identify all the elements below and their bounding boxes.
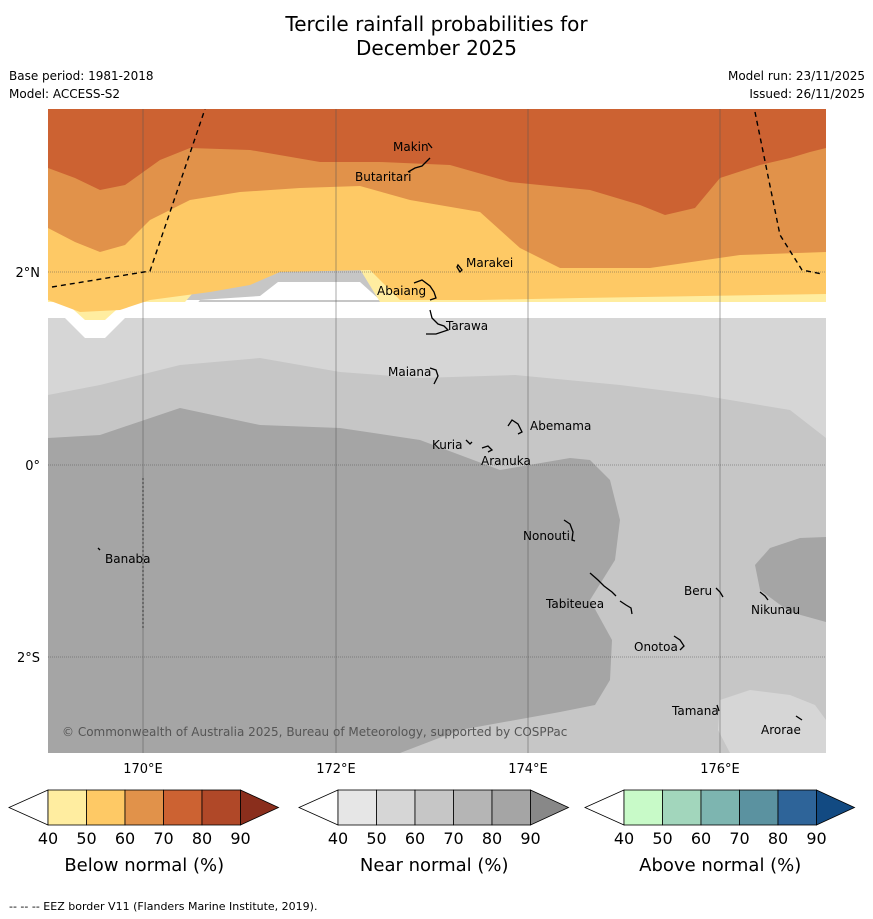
near-normal-70-field-west <box>48 408 620 753</box>
place-label-nikunau: Nikunau <box>751 603 800 617</box>
eez-footnote: -- -- -- EEZ border V11 (Flanders Marine… <box>9 900 318 913</box>
colorbar-near-over-triangle <box>530 789 570 826</box>
colorbar-above-segment <box>739 789 779 826</box>
colorbar-above-label: Above normal (%) <box>639 855 801 876</box>
colorbar-above-tick: 70 <box>729 829 749 848</box>
place-label-kuria: Kuria <box>432 438 463 452</box>
colorbar-near-segment <box>414 789 454 826</box>
colorbar-below-segment <box>201 789 241 826</box>
copyright-notice: © Commonwealth of Australia 2025, Bureau… <box>62 725 567 739</box>
colorbar-above-segment <box>623 789 663 826</box>
model-run: Model run: 23/11/2025 <box>727 69 865 83</box>
transition-band <box>48 302 826 318</box>
probability-fields: Makin Butaritari Marakei Abaiang Tarawa … <box>48 109 826 753</box>
colorbar-below-tick: 70 <box>153 829 173 848</box>
meta-left: Base period: 1981-2018 Model: ACCESS-S2 <box>9 67 154 103</box>
colorbar-below-tick: 60 <box>115 829 135 848</box>
colorbar-above-under-triangle <box>584 789 625 826</box>
colorbar-below-tick: 50 <box>76 829 96 848</box>
colorbar-near-tick: 60 <box>405 829 425 848</box>
place-label-abaiang: Abaiang <box>377 284 426 298</box>
colorbar-above-over-triangle <box>816 789 856 826</box>
colorbar-below-tick: 90 <box>230 829 250 848</box>
colorbar-near-normal: 40 50 60 70 80 90 Near normal (%) <box>298 789 570 876</box>
colorbar-above-normal: 40 50 60 70 80 90 Above normal (%) <box>584 789 856 876</box>
place-label-abemama: Abemama <box>530 419 591 433</box>
near-normal-50-patch <box>718 690 826 753</box>
colorbar-below-tick: 80 <box>192 829 212 848</box>
colorbar-below-tick: 40 <box>38 829 58 848</box>
colorbar-near-label: Near normal (%) <box>360 855 509 876</box>
colorbar-below-under-triangle <box>8 789 49 826</box>
colorbar-above-tick: 60 <box>691 829 711 848</box>
colorbar-near-under-triangle <box>298 789 339 826</box>
colorbar-above-segment <box>662 789 702 826</box>
colorbar-near-tick: 50 <box>366 829 386 848</box>
issued-date: Issued: 26/11/2025 <box>749 87 865 101</box>
place-label-aranuka: Aranuka <box>481 454 531 468</box>
place-label-tabiteuea: Tabiteuea <box>545 597 604 611</box>
place-label-tarawa: Tarawa <box>445 319 488 333</box>
colorbar-near-tick: 80 <box>482 829 502 848</box>
colorbar-below-label: Below normal (%) <box>64 855 224 876</box>
title-line-1: Tercile rainfall probabilities for <box>285 12 588 36</box>
axis-labels: 2°N 0° 2°S 170°E 172°E 174°E 176°E <box>16 266 740 777</box>
below-normal-70-field <box>48 109 826 215</box>
lat-label-0: 0° <box>25 459 40 474</box>
lon-label-174: 174°E <box>508 762 548 777</box>
gridlines <box>48 109 826 753</box>
colorbar-near-segment <box>491 789 531 826</box>
colorbar-near-tick: 90 <box>520 829 540 848</box>
colorbar-near-segment <box>453 789 493 826</box>
place-label-onotoa: Onotoa <box>634 640 678 654</box>
place-label-banaba: Banaba <box>105 552 151 566</box>
place-label-beru: Beru <box>684 584 712 598</box>
near-normal-70-field-east <box>755 537 826 622</box>
colorbar-above-tick: 90 <box>806 829 826 848</box>
place-label-makin: Makin <box>393 140 429 154</box>
model-name: Model: ACCESS-S2 <box>9 87 121 101</box>
lon-label-176: 176°E <box>700 762 740 777</box>
colorbar-near-tick: 70 <box>443 829 463 848</box>
colorbar-below-normal: 40 50 60 70 80 90 Below normal (%) <box>8 789 280 876</box>
lat-label-2s: 2°S <box>17 651 40 666</box>
lon-label-172: 172°E <box>316 762 356 777</box>
colorbar-below-segment <box>47 789 87 826</box>
colorbar-below-segment <box>86 789 126 826</box>
colorbar-below-segment <box>163 789 203 826</box>
colorbar-above-segment <box>777 789 817 826</box>
base-period: Base period: 1981-2018 <box>9 69 154 83</box>
colorbar-near-segment <box>376 789 416 826</box>
colorbar-below-segment <box>124 789 164 826</box>
colorbar-below-over-triangle <box>240 789 280 826</box>
place-label-nonouti: Nonouti <box>523 529 570 543</box>
colorbar-above-segment <box>700 789 740 826</box>
place-labels: Makin Butaritari Marakei Abaiang Tarawa … <box>105 140 801 737</box>
place-label-maiana: Maiana <box>388 365 431 379</box>
colorbar-above-tick: 50 <box>652 829 672 848</box>
place-label-butaritari: Butaritari <box>355 170 412 184</box>
place-label-arorae: Arorae <box>761 723 801 737</box>
lat-label-2n: 2°N <box>16 266 41 281</box>
island-outlines <box>97 142 803 721</box>
title-line-2: December 2025 <box>356 36 517 60</box>
map-title: Tercile rainfall probabilities for Decem… <box>0 12 873 60</box>
near-normal-50-field <box>48 318 826 438</box>
lon-label-170: 170°E <box>123 762 163 777</box>
meta-right: Model run: 23/11/2025 Issued: 26/11/2025 <box>728 67 865 103</box>
colorbar-near-tick: 40 <box>328 829 348 848</box>
colorbar-near-segment <box>337 789 377 826</box>
place-label-tamana: Tamana <box>671 704 719 718</box>
transition-bump <box>48 282 380 338</box>
colorbar-above-tick: 40 <box>614 829 634 848</box>
eez-borders <box>51 109 823 630</box>
place-label-marakei: Marakei <box>466 256 513 270</box>
colorbar-above-tick: 80 <box>768 829 788 848</box>
